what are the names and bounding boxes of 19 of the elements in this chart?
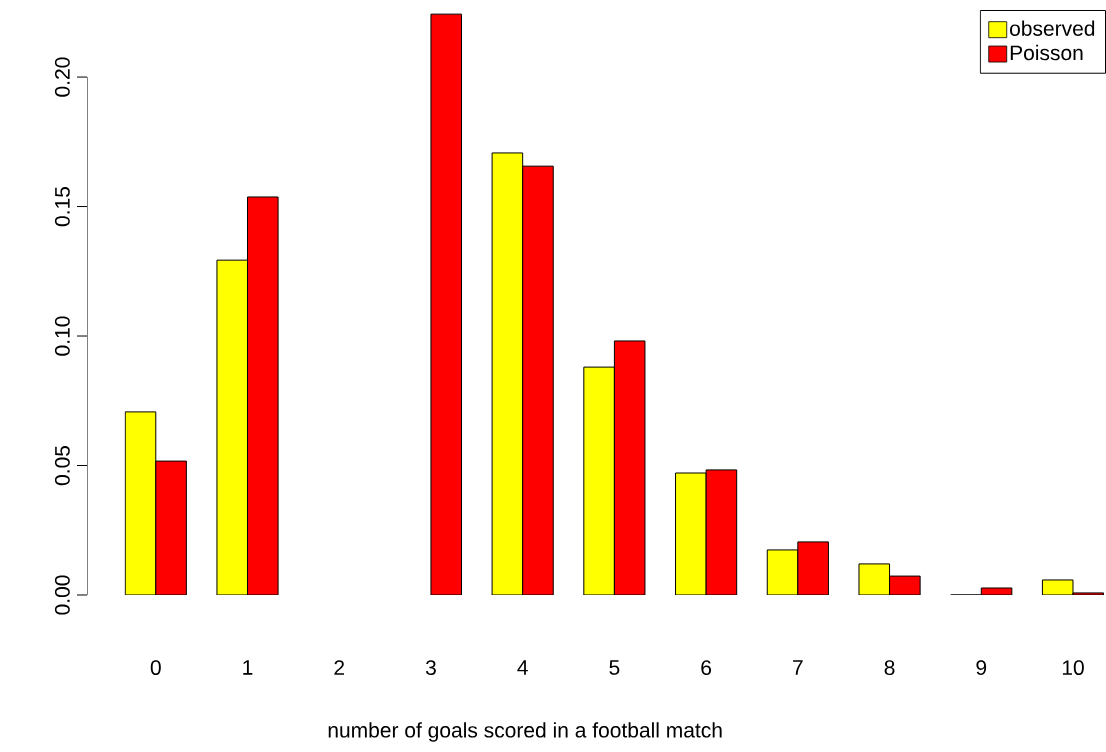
y-tick-label: 0.15 [54,187,70,227]
y-tick-label: 0.00 [54,575,70,615]
x-tick-label: 4 [517,660,528,675]
x-tick-label: 2 [334,660,345,675]
y-tick-label: 0.05 [54,445,70,486]
y-tick-label: 0.20 [54,57,70,97]
x-axis-title: number of goals scored in a football match [328,722,722,742]
x-tick-label: 7 [793,660,803,675]
legend-label: observed [1010,20,1095,36]
x-tick-label: 3 [425,660,436,676]
legend-label: Poisson [1010,44,1083,61]
x-tick-label: 8 [884,660,895,676]
x-tick-label: 10 [1062,660,1084,676]
x-tick-label: 0 [150,660,161,676]
x-tick-label: 5 [609,660,620,675]
x-tick-label: 6 [701,660,712,676]
y-tick-label: 0.10 [54,316,70,356]
x-tick-label: 1 [243,660,253,675]
x-tick-label: 9 [976,660,987,676]
